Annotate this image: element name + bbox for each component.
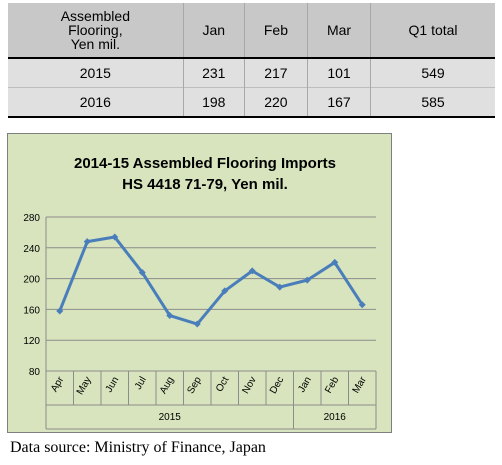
x-tick-label: Jul <box>133 375 149 392</box>
chart-container: 2014-15 Assembled Flooring Imports HS 441… <box>7 133 392 433</box>
table-cell: 2016 <box>8 87 184 118</box>
data-point <box>83 238 91 246</box>
line-chart: 2014-15 Assembled Flooring Imports HS 441… <box>23 155 377 430</box>
y-tick-label: 200 <box>23 275 40 286</box>
data-point <box>276 283 284 291</box>
data-point <box>248 267 256 275</box>
data-source-note: Data source: Ministry of Finance, Japan <box>10 439 266 456</box>
data-point <box>111 233 119 241</box>
x-tick-label: Jun <box>104 375 122 394</box>
x-tick-label: Dec <box>268 375 286 396</box>
header-cell: Assembled Flooring, Yen mil. <box>8 3 184 59</box>
table-cell: 585 <box>370 87 495 118</box>
header-line: Assembled Flooring, Yen mil. <box>60 8 130 52</box>
table-cell: 220 <box>243 87 308 118</box>
x-tick-label: Jan <box>296 375 314 394</box>
table-cell: 549 <box>370 58 495 88</box>
x-tick-label: Sep <box>185 375 204 396</box>
y-tick-label: 280 <box>23 213 40 224</box>
data-point <box>331 258 339 266</box>
data-point <box>221 287 229 295</box>
table-cell: 231 <box>182 58 245 88</box>
y-tick-label: 80 <box>29 367 41 378</box>
chart-title: 2014-15 Assembled Flooring Imports <box>74 155 336 172</box>
x-group-label: 2015 <box>159 412 182 423</box>
y-tick-label: 160 <box>23 305 40 316</box>
x-tick-label: Nov <box>240 375 258 396</box>
series-line <box>58 235 364 326</box>
table-cell: 198 <box>182 87 245 118</box>
table-cell: 167 <box>306 87 371 118</box>
data-point <box>138 268 146 276</box>
x-tick-label: Aug <box>158 375 176 396</box>
table-header-row: Assembled Flooring, Yen mil. Jan Feb Mar… <box>8 3 495 59</box>
x-tick-label: Apr <box>49 374 67 394</box>
x-tick-label: Feb <box>323 375 341 396</box>
table-row: 2015 231 217 101 549 <box>8 58 495 88</box>
data-point <box>56 307 64 315</box>
data-point <box>193 320 201 328</box>
table-cell: 217 <box>243 58 308 88</box>
header-cell: Mar <box>306 3 371 59</box>
data-point <box>303 276 311 284</box>
x-tick-label: May <box>75 375 94 397</box>
table-cell: 2015 <box>8 58 184 88</box>
y-tick-label: 120 <box>23 336 40 347</box>
x-tick-label: Oct <box>214 375 231 394</box>
x-tick-label: Mar <box>351 374 369 395</box>
table-row: 2016 198 220 167 585 <box>8 87 495 118</box>
x-group-label: 2016 <box>324 412 347 423</box>
table-cell: 101 <box>306 58 371 88</box>
data-point <box>358 301 366 309</box>
y-tick-label: 240 <box>23 244 40 255</box>
header-cell: Q1 total <box>370 3 495 59</box>
header-cell: Feb <box>243 3 308 59</box>
data-point <box>166 312 174 320</box>
data-table: Assembled Flooring, Yen mil. Jan Feb Mar… <box>8 3 495 118</box>
chart-subtitle: HS 4418 71-79, Yen mil. <box>122 176 288 193</box>
header-cell: Jan <box>182 3 245 59</box>
